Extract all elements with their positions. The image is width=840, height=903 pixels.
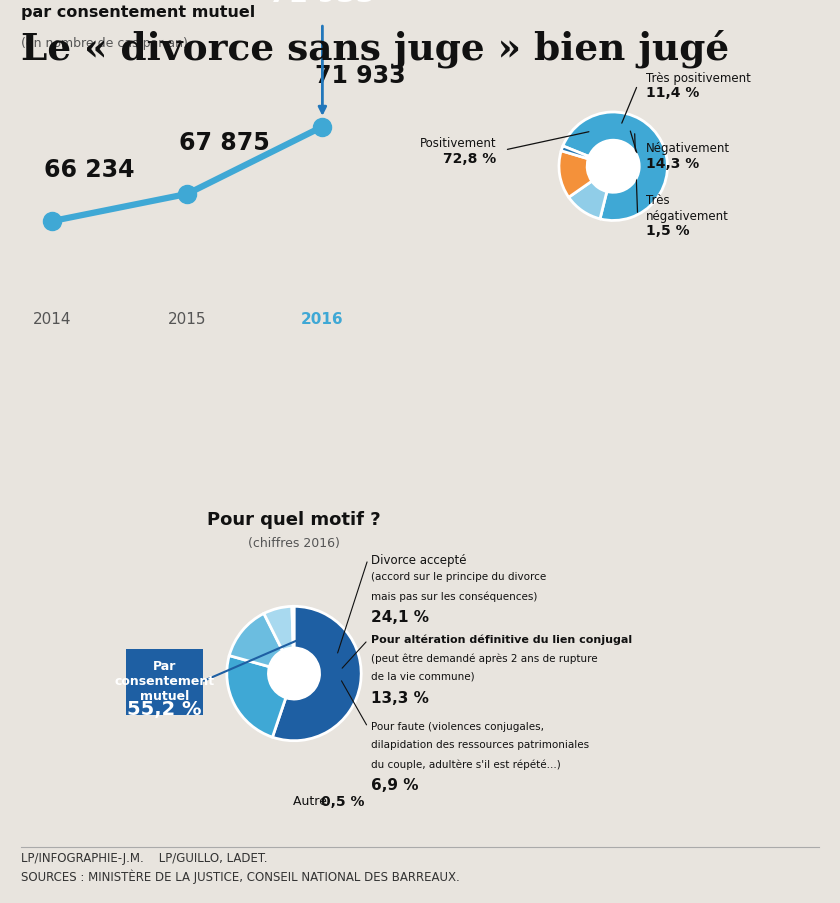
Text: Autre: Autre (292, 795, 330, 807)
Text: LP/INFOGRAPHIE-J.M.    LP/GUILLO, LADET.: LP/INFOGRAPHIE-J.M. LP/GUILLO, LADET. (21, 852, 267, 864)
Text: 2015: 2015 (168, 312, 207, 326)
Text: 67 875: 67 875 (180, 131, 270, 155)
Wedge shape (559, 152, 592, 198)
Wedge shape (561, 147, 589, 160)
Text: 71 933: 71 933 (270, 0, 375, 8)
Wedge shape (264, 607, 293, 651)
Wedge shape (563, 113, 668, 221)
Text: Pour altération définitive du lien conjugal: Pour altération définitive du lien conju… (371, 634, 633, 644)
FancyBboxPatch shape (241, 0, 403, 24)
Text: 72,8 %: 72,8 % (444, 152, 496, 165)
Text: dilapidation des ressources patrimoniales: dilapidation des ressources patrimoniale… (371, 740, 590, 749)
Text: Pour quel motif ?: Pour quel motif ? (207, 510, 381, 528)
Wedge shape (227, 656, 286, 738)
Text: du couple, adultère s'il est répété...): du couple, adultère s'il est répété...) (371, 759, 561, 768)
Circle shape (587, 141, 639, 193)
Wedge shape (569, 182, 606, 219)
Text: négativement: négativement (646, 209, 728, 222)
Text: Très positivement: Très positivement (646, 71, 751, 85)
Wedge shape (229, 614, 282, 667)
Text: 6,9 %: 6,9 % (371, 777, 419, 792)
Text: (accord sur le principe du divorce: (accord sur le principe du divorce (371, 572, 547, 582)
Text: Positivement: Positivement (420, 136, 496, 150)
Text: 71 933: 71 933 (315, 64, 405, 88)
Text: SOURCES : MINISTÈRE DE LA JUSTICE, CONSEIL NATIONAL DES BARREAUX.: SOURCES : MINISTÈRE DE LA JUSTICE, CONSE… (21, 869, 459, 883)
Circle shape (269, 648, 319, 699)
Text: (chiffres 2016): (chiffres 2016) (248, 536, 340, 549)
Text: mutuel: mutuel (139, 689, 189, 702)
Text: 11,4 %: 11,4 % (646, 87, 699, 100)
Text: Le « divorce sans juge » bien jugé: Le « divorce sans juge » bien jugé (21, 30, 729, 69)
Text: Négativement: Négativement (646, 142, 730, 155)
Text: Par: Par (153, 659, 176, 672)
FancyBboxPatch shape (126, 649, 202, 715)
Text: Divorce accepté: Divorce accepté (371, 553, 467, 566)
Text: (peut être demandé après 2 ans de rupture: (peut être demandé après 2 ans de ruptur… (371, 652, 598, 663)
Text: 1,5 %: 1,5 % (646, 224, 690, 238)
Text: Très: Très (646, 194, 669, 207)
Text: (en nombre de cas par an): (en nombre de cas par an) (21, 37, 188, 50)
Text: mais pas sur les conséquences): mais pas sur les conséquences) (371, 591, 538, 601)
Text: consentement: consentement (114, 674, 214, 687)
Text: 24,1 %: 24,1 % (371, 610, 429, 624)
Text: 14,3 %: 14,3 % (646, 157, 699, 171)
Text: 13,3 %: 13,3 % (371, 690, 429, 705)
Text: de la vie commune): de la vie commune) (371, 671, 475, 681)
Text: 66 234: 66 234 (45, 158, 134, 182)
Text: Pour faute (violences conjugales,: Pour faute (violences conjugales, (371, 721, 544, 731)
Text: 2014: 2014 (33, 312, 71, 326)
Text: 55,2 %: 55,2 % (127, 699, 202, 718)
Text: 0,5 %: 0,5 % (321, 795, 365, 808)
Text: par consentement mutuel: par consentement mutuel (21, 5, 255, 20)
Text: 2016: 2016 (301, 312, 344, 326)
Wedge shape (272, 607, 361, 740)
Wedge shape (291, 607, 294, 648)
